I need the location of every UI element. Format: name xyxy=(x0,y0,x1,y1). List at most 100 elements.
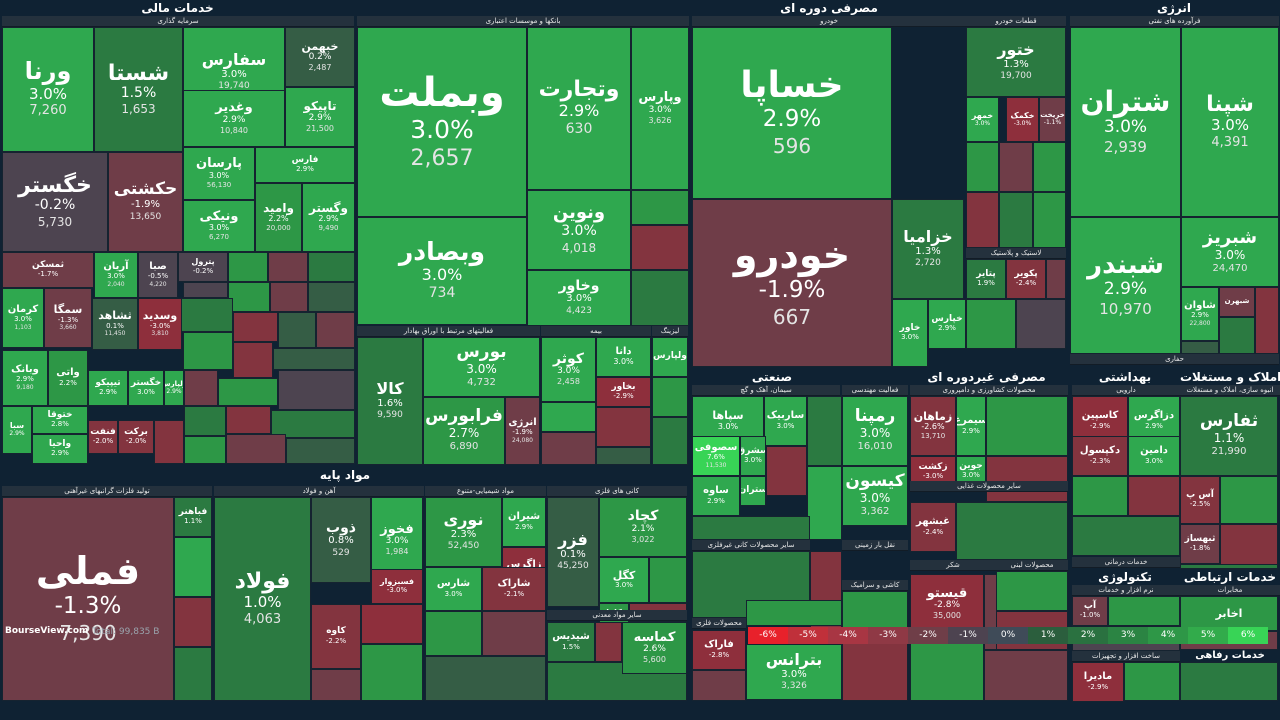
stock-tile[interactable]: خگستر 3.0% xyxy=(128,370,164,406)
stock-tile[interactable]: شبندر 2.9% 10,970 xyxy=(1070,217,1181,354)
stock-tile[interactable]: خمهر 3.0% xyxy=(966,97,999,142)
stock-tile[interactable]: ستران xyxy=(740,476,766,506)
stock-tile[interactable]: شستا 1.5% 1,653 xyxy=(94,27,183,152)
stock-tile[interactable]: ولپارس2.9% xyxy=(164,370,184,406)
stock-tile[interactable]: مادیرا -2.9% xyxy=(1072,662,1124,702)
stock-tile[interactable]: دانا 3.0% xyxy=(596,337,651,377)
stock-tile[interactable]: شیران 2.9% xyxy=(502,497,546,547)
stock-tile[interactable]: بخاور -2.9% xyxy=(596,377,651,407)
stock-tile[interactable]: ثشاهد 0.1% 11,450 xyxy=(92,298,138,350)
stock-tile[interactable]: وبصادر 3.0% 734 xyxy=(357,217,527,325)
stock-tile[interactable]: شیدیس 1.5% xyxy=(547,622,595,662)
stock-tile[interactable]: شاراک -2.1% xyxy=(482,567,546,611)
stock-tile[interactable]: فملی -1.3% 7,390 xyxy=(2,497,174,701)
stock-tile[interactable]: فخوز 3.0% 1,984 xyxy=(371,497,423,583)
stock-tile[interactable]: کچاد 2.1% 3,022 xyxy=(599,497,687,557)
stock-tile[interactable]: دامین 3.0% xyxy=(1128,436,1180,476)
stock-tile[interactable]: خاور 3.0% xyxy=(892,299,928,367)
stock-tile[interactable]: فولاد 1.0% 4,063 xyxy=(214,497,311,701)
stock-tile[interactable]: ختوقا 2.8% xyxy=(32,406,88,434)
stock-tile[interactable]: خگستر -0.2% 5,730 xyxy=(2,152,108,252)
stock-tile[interactable]: وخاور 3.0% 4,423 xyxy=(527,270,631,326)
stock-tile[interactable]: فرابورس 2.7% 6,890 xyxy=(423,397,505,465)
stock-tile[interactable]: آس پ -2.5% xyxy=(1180,476,1220,524)
stock-tile[interactable]: تاپیکو 2.9% 21,500 xyxy=(285,87,355,147)
stock-tile[interactable]: فاراک -2.8% xyxy=(692,630,746,670)
stock-tile[interactable]: شبریز 3.0% 24,470 xyxy=(1181,217,1279,287)
stock-tile[interactable]: شاوان 2.9% 22,800 xyxy=(1181,287,1219,341)
stock-tile[interactable]: کماسه 2.6% 5,600 xyxy=(622,622,687,674)
stock-tile[interactable]: شبهرن xyxy=(1219,287,1255,317)
stock-tile[interactable]: وپارس 3.0% 3,626 xyxy=(631,27,689,190)
stock-change: 2.9% xyxy=(1145,421,1163,430)
stock-tile[interactable]: ساوه 2.9% xyxy=(692,476,740,516)
stock-tile[interactable]: ثفارس 1.1% 21,990 xyxy=(1180,396,1278,476)
stock-tile[interactable]: صبا -0.5% 4,220 xyxy=(138,252,178,298)
stock-tile[interactable]: انرژی -1.9% 24,080 xyxy=(505,397,540,465)
stock-tile[interactable]: کرمان 3.0% 1,103 xyxy=(2,288,44,348)
stock-tile[interactable]: حکشتی -1.9% 13,650 xyxy=(108,152,183,252)
stock-tile[interactable]: ثمسکن -1.7% xyxy=(2,252,94,288)
stock-tile[interactable]: ساربیک 3.0% xyxy=(764,396,807,446)
stock-tile[interactable]: شپنا 3.0% 4,391 xyxy=(1181,27,1279,217)
stock-tile[interactable]: واتی 2.2% xyxy=(48,350,88,406)
stock-tile[interactable]: اخابر xyxy=(1180,596,1278,631)
stock-tile[interactable]: نوری 2.3% 52,450 xyxy=(425,497,502,567)
stock-tile[interactable]: شتران 3.0% 2,939 xyxy=(1070,27,1181,217)
stock-tile[interactable]: خودرو -1.9% 667 xyxy=(692,199,892,367)
stock-tile[interactable]: پترول -0.2% xyxy=(178,252,228,282)
stock-tile[interactable]: کوثر 3.0% 2,458 xyxy=(541,337,596,402)
filler-tile xyxy=(1180,564,1278,569)
stock-tile[interactable]: ونیکی 3.0% 6,270 xyxy=(183,200,255,252)
stock-tile[interactable]: فنفت -2.0% xyxy=(88,420,118,454)
stock-tile[interactable]: ذوب 0.8% 529 xyxy=(311,497,371,583)
stock-tile[interactable]: فسبزوار -3.0% xyxy=(371,569,423,604)
stock-tile[interactable]: پارسان 3.0% 56,130 xyxy=(183,147,255,200)
stock-tile[interactable]: سمگا -1.3% 3,660 xyxy=(44,288,92,348)
stock-tile[interactable]: سصوفی 7.6% 11,530 xyxy=(692,436,740,476)
stock-tile[interactable]: ختور 1.3% 19,700 xyxy=(966,27,1066,97)
stock-tile[interactable]: سشرق3.0% xyxy=(740,436,766,476)
stock-tile[interactable]: آپ -1.0% xyxy=(1072,596,1108,626)
stock-tile[interactable]: پکویر -2.4% xyxy=(1006,259,1046,299)
stock-tile[interactable]: بورس 3.0% 4,732 xyxy=(423,337,540,397)
stock-tile[interactable]: غبشهر -2.4% xyxy=(910,502,956,552)
stock-tile[interactable]: برکت -2.0% xyxy=(118,420,154,454)
stock-tile[interactable]: دکپسول -2.3% xyxy=(1072,436,1128,476)
stock-tile[interactable]: کیسون 3.0% 3,362 xyxy=(842,466,908,526)
stock-tile[interactable]: پتایر 1.9% xyxy=(966,259,1006,299)
stock-tile[interactable]: خساپا 2.9% 596 xyxy=(692,27,892,199)
stock-tile[interactable]: واحیا 2.9% xyxy=(32,434,88,464)
stock-tile[interactable]: کالا 1.6% 9,590 xyxy=(357,337,423,465)
stock-tile[interactable]: شارس 3.0% xyxy=(425,567,482,611)
stock-tile[interactable]: خبهمن 0.2% 2,487 xyxy=(285,27,355,87)
stock-tile[interactable]: فارس 2.9% xyxy=(255,147,355,183)
stock-tile[interactable]: وامید 2.2% 20,000 xyxy=(255,183,302,252)
stock-tile[interactable]: رمپنا 3.0% 16,010 xyxy=(842,396,908,466)
stock-tile[interactable]: تیپیکو 2.9% xyxy=(88,370,128,406)
stock-tile[interactable]: وگستر 2.9% 9,490 xyxy=(302,183,355,252)
stock-tile[interactable]: خپارس 2.9% xyxy=(928,299,966,349)
stock-tile[interactable]: فباهنر 1.1% xyxy=(174,497,212,537)
stock-tile[interactable]: خزامیا 1.3% 2,720 xyxy=(892,199,964,299)
stock-tile[interactable]: سبا 2.9% xyxy=(2,406,32,454)
stock-tile[interactable]: آریان 3.0% 2,040 xyxy=(94,252,138,298)
stock-tile[interactable]: زماهان -2.6% 13,710 xyxy=(910,396,956,456)
stock-tile[interactable]: بترانس 3.0% 3,326 xyxy=(746,644,842,700)
stock-tile[interactable]: قیستو -2.8% 35,000 xyxy=(910,574,984,634)
stock-tile[interactable]: وسدید -3.0% 3,810 xyxy=(138,298,182,350)
stock-tile[interactable]: کگل 3.0% xyxy=(599,557,649,603)
stock-tile[interactable]: خریخت -1.1% xyxy=(1039,97,1066,142)
stock-tile[interactable]: خکمک -3.0% xyxy=(1006,97,1039,142)
stock-tile[interactable]: کاوه -2.2% xyxy=(311,604,361,669)
stock-tile[interactable]: ونوین 3.0% 4,018 xyxy=(527,190,631,270)
stock-tile[interactable]: وتجارت 2.9% 630 xyxy=(527,27,631,190)
stock-tile[interactable]: وبملت 3.0% 2,657 xyxy=(357,27,527,217)
stock-tile[interactable]: وبانک 2.9% 9,180 xyxy=(2,350,48,406)
stock-tile[interactable]: وغدیر 2.9% 10,840 xyxy=(183,90,285,147)
stock-tile[interactable]: ثبهساز -1.8% xyxy=(1180,524,1220,564)
stock-tile[interactable]: فزر 0.1% 45,250 xyxy=(547,497,599,607)
stock-tile[interactable]: ورنا 3.0% 7,260 xyxy=(2,27,94,152)
stock-tile[interactable]: سیمرغ2.9% xyxy=(956,396,986,456)
stock-tile[interactable]: ولپارس xyxy=(652,337,688,377)
